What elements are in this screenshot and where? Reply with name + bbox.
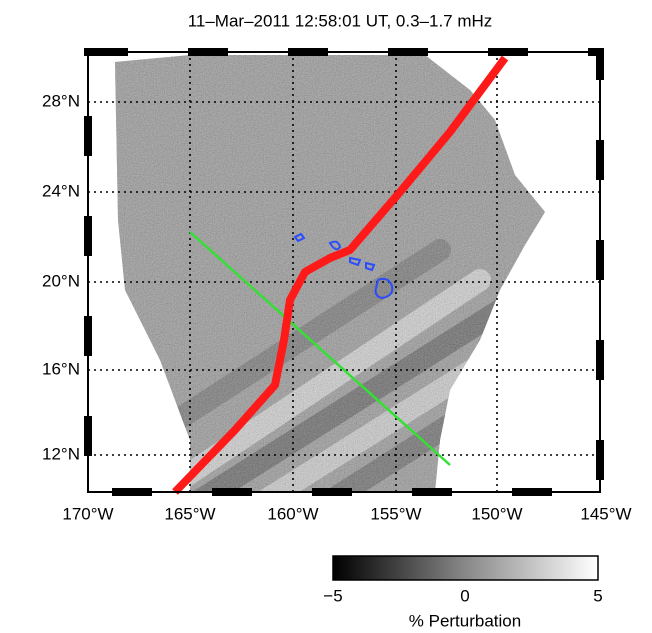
lon-label: 145°W xyxy=(580,504,631,523)
frame-ticks xyxy=(84,48,604,496)
perturbation-image xyxy=(115,55,545,492)
profile-line xyxy=(189,231,451,466)
lat-label: 12°N xyxy=(42,444,80,463)
islands xyxy=(293,232,394,300)
track xyxy=(172,55,509,495)
lat-label: 24°N xyxy=(42,181,80,200)
lon-labels: 170°W 165°W 160°W 155°W 150°W 145°W xyxy=(62,504,631,523)
colorbar-label: % Perturbation xyxy=(409,611,521,630)
colorbar xyxy=(332,555,599,581)
lat-label: 28°N xyxy=(42,91,80,110)
grid xyxy=(88,52,600,492)
lon-label: 155°W xyxy=(370,504,421,523)
lat-labels: 28°N 24°N 20°N 16°N 12°N xyxy=(42,91,80,463)
lon-label: 160°W xyxy=(267,504,318,523)
colorbar-tick-label: 0 xyxy=(460,586,469,605)
lat-label: 20°N xyxy=(42,271,80,290)
lat-label: 16°N xyxy=(42,359,80,378)
title: 11–Mar–2011 12:58:01 UT, 0.3–1.7 mHz xyxy=(188,11,493,30)
lon-label: 165°W xyxy=(164,504,215,523)
colorbar-tick-label: −5 xyxy=(323,586,342,605)
lon-label: 150°W xyxy=(471,504,522,523)
colorbar-tick-label: 5 xyxy=(593,586,602,605)
lon-label: 170°W xyxy=(62,504,113,523)
